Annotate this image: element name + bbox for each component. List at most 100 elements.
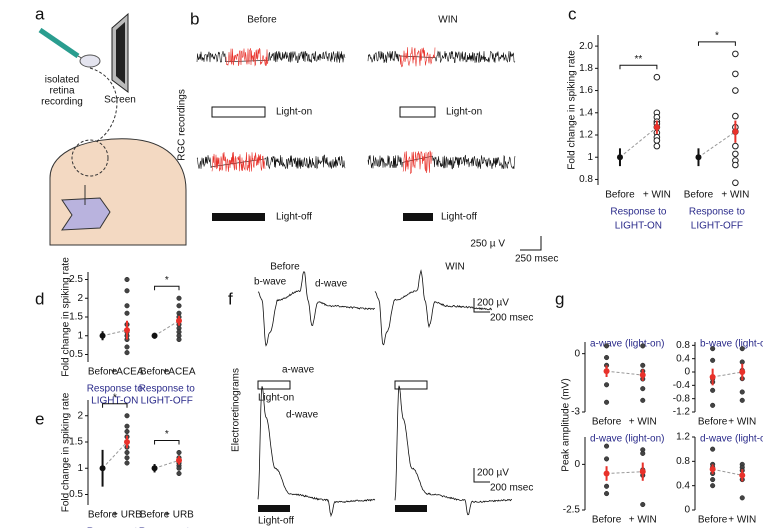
trace xyxy=(196,50,346,63)
y-tick-label: 1 xyxy=(77,463,83,474)
y-tick-label: 0.4 xyxy=(676,353,690,364)
subplot-title: b-wave (light-on) xyxy=(700,339,763,350)
group-label: Response to xyxy=(139,384,196,395)
scale-label: 250 µ V xyxy=(470,239,505,250)
x-tick-label: Before xyxy=(684,190,714,201)
data-point xyxy=(124,449,130,456)
mean-connector xyxy=(712,371,743,378)
mean-connector xyxy=(606,471,643,474)
y-tick-label: 2 xyxy=(77,410,83,421)
x-tick-label: + WIN xyxy=(629,417,657,428)
x-tick-label: + URB xyxy=(164,510,194,521)
significance-label: ** xyxy=(635,54,643,65)
screen-face xyxy=(116,22,125,84)
group-label: LIGHT-ON xyxy=(615,221,662,232)
trace-response xyxy=(211,151,266,172)
light-off-bar xyxy=(258,505,290,512)
y-tick-label: 1.5 xyxy=(69,312,83,323)
erg-trace xyxy=(374,269,493,346)
x-tick-label: Before xyxy=(88,367,118,378)
wave-label: a-wave xyxy=(282,365,315,376)
scale-bar xyxy=(473,298,490,313)
x-tick-label: + URB xyxy=(112,510,142,521)
mean-point xyxy=(709,466,716,473)
y-tick-label: 1.5 xyxy=(69,437,83,448)
data-point xyxy=(653,142,661,150)
y-tick-label: 1 xyxy=(77,330,83,341)
mean-connector xyxy=(619,126,658,158)
trace xyxy=(367,50,516,64)
data-point xyxy=(124,460,130,466)
recording-label: recording xyxy=(41,97,83,108)
data-point xyxy=(732,161,739,169)
mean-point xyxy=(709,374,716,380)
x-tick-label: + WIN xyxy=(643,190,671,201)
condition-label: WIN xyxy=(438,15,457,26)
y-tick-label: 0.5 xyxy=(69,349,83,360)
data-point xyxy=(739,359,745,365)
group-label: Response to xyxy=(87,384,144,395)
light-off-bar xyxy=(403,213,433,221)
data-point xyxy=(710,477,716,483)
significance-label: * xyxy=(715,31,719,42)
y-tick-label: 1.6 xyxy=(579,85,593,96)
data-point xyxy=(604,399,610,405)
data-point xyxy=(124,276,130,283)
stimulus-label: Light-off xyxy=(276,212,312,223)
y-tick-label: 1.8 xyxy=(579,63,593,74)
screen-label: Screen xyxy=(104,95,136,106)
light-on-bar xyxy=(257,380,291,390)
y-tick-label: 0.8 xyxy=(579,174,593,185)
y-tick-label: 0.4 xyxy=(676,480,690,491)
light-on-bar xyxy=(211,106,266,118)
mean-connector xyxy=(606,370,643,376)
scale-bar xyxy=(520,236,542,251)
group-label: LIGHT-ON xyxy=(91,396,138,407)
significance-bracket xyxy=(154,285,180,291)
erg-trace xyxy=(257,271,375,347)
data-point xyxy=(176,465,182,471)
data-point xyxy=(710,483,716,489)
x-tick-label: + WIN xyxy=(721,190,749,201)
mean-connector xyxy=(698,131,736,158)
data-point xyxy=(710,446,716,452)
data-point xyxy=(739,495,745,501)
y-tick-label: 0.8 xyxy=(676,456,690,467)
mean-connector xyxy=(102,441,128,469)
light-on-bar xyxy=(399,106,436,118)
x-tick-label: Before xyxy=(592,515,622,526)
data-point xyxy=(640,362,646,368)
mean-connector xyxy=(154,459,180,469)
brain xyxy=(61,197,111,231)
data-point xyxy=(710,387,716,393)
data-point xyxy=(604,483,610,489)
group-label: Response to xyxy=(139,527,196,528)
data-point xyxy=(124,303,130,309)
y-label: Fold change in spiking rate xyxy=(61,392,72,512)
data-point xyxy=(176,470,182,477)
subplot-title: a-wave (light-on) xyxy=(590,339,664,350)
y-tick-label: 0.8 xyxy=(676,340,690,351)
recording-label: isolated xyxy=(45,75,79,86)
data-point xyxy=(732,70,739,78)
y-tick-label: 1 xyxy=(587,152,593,163)
data-point xyxy=(604,355,610,361)
data-point xyxy=(640,343,646,349)
mean-point xyxy=(99,465,106,472)
eye xyxy=(71,139,109,177)
significance-label: * xyxy=(165,429,169,440)
trace-response xyxy=(399,47,436,68)
recording-label: retina xyxy=(49,86,74,97)
y-tick-label: -0.4 xyxy=(673,380,691,391)
mean-point xyxy=(124,327,130,334)
data-point xyxy=(124,288,130,294)
data-point xyxy=(640,397,646,403)
y-label: Electroretinograms xyxy=(231,368,242,452)
data-point xyxy=(710,346,716,352)
mean-point xyxy=(739,369,746,375)
significance-label: * xyxy=(165,275,169,286)
mean-point xyxy=(151,332,158,339)
data-point xyxy=(124,455,130,461)
data-point xyxy=(732,50,739,58)
